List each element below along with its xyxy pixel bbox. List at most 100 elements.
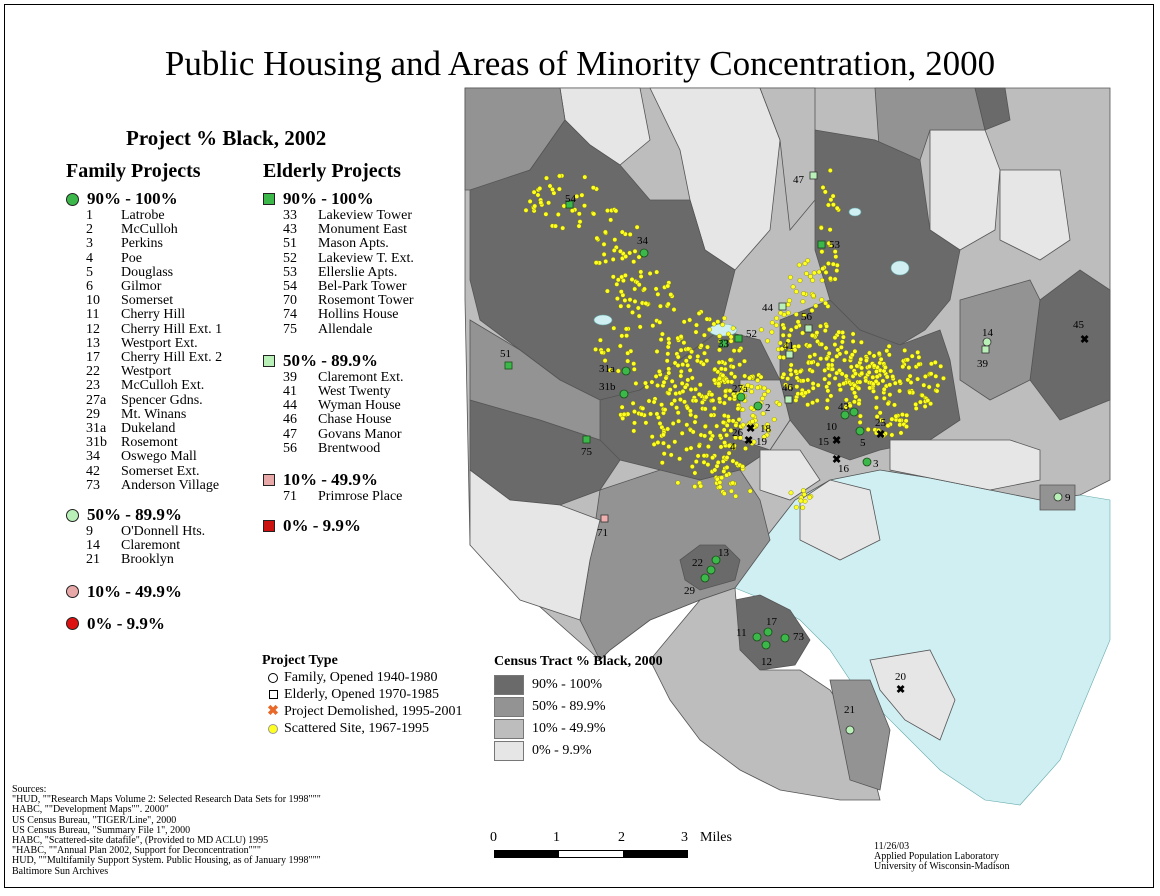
scattered-site-dot bbox=[610, 274, 616, 280]
scattered-site-dot bbox=[711, 405, 717, 411]
map-label: 26 bbox=[732, 427, 744, 439]
scattered-site-dot bbox=[934, 388, 940, 394]
scattered-site-dot bbox=[657, 421, 663, 426]
elderly-marker[interactable]: 71 bbox=[597, 514, 609, 539]
legend-group: 0% - 9.9% bbox=[66, 614, 266, 634]
scattered-site-dot bbox=[733, 435, 738, 440]
project-list-item: 52 Lakeview T. Ext. bbox=[283, 251, 463, 266]
source-line: HABC, "Scattered-site datafile", (Provid… bbox=[12, 835, 269, 847]
project-list-item: 23 McCulloh Ext. bbox=[86, 379, 266, 393]
scattered-site-dot bbox=[722, 315, 727, 321]
scattered-site-dot bbox=[632, 286, 638, 292]
scattered-site-dot bbox=[830, 261, 836, 267]
elderly-marker[interactable]: 41 bbox=[783, 340, 794, 359]
family-marker[interactable]: 73 bbox=[780, 631, 805, 643]
family-marker[interactable]: 17 bbox=[763, 616, 778, 637]
family-marker[interactable]: 22 bbox=[692, 557, 716, 575]
demolished-marker[interactable]: ✖15 bbox=[818, 435, 841, 448]
scattered-site-dot bbox=[871, 388, 876, 394]
scattered-site-dot bbox=[819, 297, 825, 303]
family-marker[interactable]: 21 bbox=[844, 704, 855, 735]
scattered-site-dot bbox=[733, 493, 739, 499]
scattered-site-dot bbox=[728, 338, 734, 344]
scattered-site-dot bbox=[810, 385, 816, 391]
scattered-site-dot bbox=[900, 364, 906, 370]
family-marker[interactable]: 12 bbox=[761, 640, 772, 668]
demolished-marker[interactable]: ✖16 bbox=[832, 454, 850, 475]
project-list-item: 1 Latrobe bbox=[86, 208, 266, 223]
project-name: Monument East bbox=[318, 222, 408, 238]
family-marker[interactable]: 31a bbox=[599, 363, 631, 376]
scattered-site-dot bbox=[755, 377, 760, 383]
family-marker[interactable]: 11 bbox=[736, 627, 762, 642]
scattered-site-dot bbox=[878, 356, 884, 362]
elderly-marker[interactable]: 53 bbox=[817, 239, 841, 251]
family-marker[interactable]: 27a bbox=[732, 383, 748, 402]
tract bbox=[759, 87, 816, 231]
scattered-site-dot bbox=[828, 393, 834, 399]
scattered-site-dot bbox=[688, 445, 694, 451]
scale-tick: 1 bbox=[553, 830, 560, 845]
demolished-marker[interactable]: ✖ 45 bbox=[1073, 319, 1089, 346]
scattered-site-dot bbox=[788, 327, 794, 333]
elderly-marker[interactable]: 56 bbox=[801, 311, 813, 333]
scattered-site-dot bbox=[611, 247, 617, 253]
project-name: Oswego Mall bbox=[121, 449, 197, 465]
svg-text:✖: ✖ bbox=[1080, 334, 1089, 346]
family-marker[interactable]: 13 bbox=[711, 547, 730, 565]
family-marker[interactable]: 9 bbox=[1053, 492, 1071, 504]
scattered-site-dot bbox=[938, 363, 944, 369]
scattered-site-dot bbox=[826, 362, 831, 368]
scattered-site-dot bbox=[706, 444, 711, 449]
scattered-site-dot bbox=[774, 322, 779, 328]
demolished-marker[interactable]: ✖ 19 bbox=[744, 435, 768, 448]
demolished-marker[interactable]: ✖25 bbox=[875, 417, 887, 441]
elderly-marker[interactable]: 75 bbox=[581, 435, 593, 458]
scattered-site-dot bbox=[728, 334, 734, 340]
project-list-item: 34 Oswego Mall bbox=[86, 450, 266, 464]
scattered-site-dot bbox=[662, 407, 668, 413]
scattered-site-dot bbox=[702, 332, 707, 338]
scattered-site-dot bbox=[692, 419, 698, 425]
family-marker[interactable]: 34 bbox=[637, 235, 649, 258]
demolished-marker[interactable]: ✖20 bbox=[895, 671, 907, 696]
scattered-site-dot bbox=[810, 400, 815, 406]
scattered-site-dot bbox=[617, 343, 623, 349]
scattered-site-dot bbox=[693, 398, 699, 404]
project-name: Bel-Park Tower bbox=[318, 279, 407, 295]
elderly-marker[interactable]: 46 bbox=[782, 382, 794, 404]
scattered-site-dot bbox=[751, 439, 757, 445]
scattered-site-dot bbox=[755, 385, 760, 391]
family-marker[interactable]: 5 bbox=[855, 426, 866, 449]
family-marker[interactable]: 31b bbox=[599, 381, 629, 399]
scattered-site-dot bbox=[672, 398, 677, 403]
elderly-marker[interactable]: 54 bbox=[565, 193, 577, 209]
scattered-site-dot bbox=[771, 417, 777, 422]
elderly-marker[interactable]: 47 bbox=[793, 171, 818, 186]
family-marker[interactable]: 2 bbox=[753, 401, 771, 414]
scattered-site-dot bbox=[717, 333, 722, 339]
scattered-site-dot bbox=[618, 248, 623, 254]
elderly-marker[interactable]: 52 bbox=[734, 328, 757, 343]
family-marker[interactable]: 43 bbox=[838, 401, 859, 417]
scattered-site-dot bbox=[722, 366, 728, 372]
census-class: 10% - 49.9% bbox=[494, 718, 663, 740]
demolished-marker[interactable]: ✖ 18 bbox=[746, 423, 772, 435]
family-marker[interactable]: 29 bbox=[684, 573, 710, 597]
scattered-site-dot bbox=[716, 381, 722, 387]
census-legend: Census Tract % Black, 2000 90% - 100% 50… bbox=[494, 654, 663, 762]
family-marker[interactable]: 3 bbox=[862, 457, 879, 470]
elderly-marker[interactable]: 51 bbox=[500, 348, 513, 370]
scattered-site-dot bbox=[653, 373, 659, 379]
family-marker[interactable]: 10 bbox=[826, 410, 850, 433]
scattered-site-dot bbox=[685, 346, 691, 352]
elderly-marker[interactable]: 33 bbox=[718, 338, 730, 350]
scattered-site-dot bbox=[582, 203, 587, 209]
elderly-marker[interactable]: 44 bbox=[762, 302, 787, 314]
project-list-item: 70 Rosemont Tower bbox=[283, 294, 463, 308]
elderly-marker[interactable]: 39 bbox=[977, 345, 990, 370]
scattered-site-dot bbox=[874, 414, 880, 419]
project-number: 33 bbox=[283, 208, 297, 223]
scattered-site-dot bbox=[913, 405, 919, 411]
